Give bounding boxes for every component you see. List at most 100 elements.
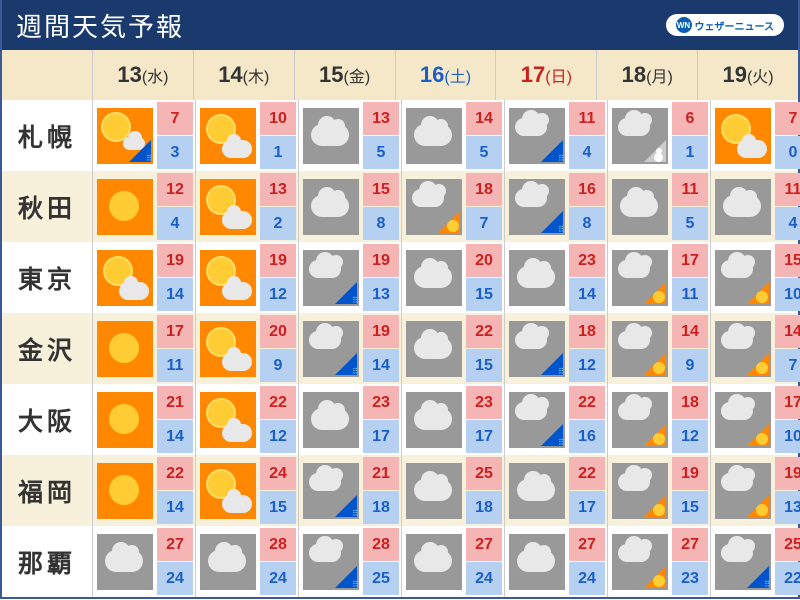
weather-icon-cloud <box>507 457 567 524</box>
city-row-0: 札幌⠿73101135145⠿1146170 <box>2 100 798 171</box>
temp-high: 18 <box>466 173 502 206</box>
temp-high: 25 <box>466 457 502 490</box>
weather-icon-cloud <box>507 528 567 595</box>
forecast-cell: 2723 <box>607 526 710 597</box>
forecast-cell: 2317 <box>401 384 504 455</box>
temp-high: 28 <box>363 528 399 561</box>
temp-high: 16 <box>569 173 605 206</box>
date-day: (月) <box>646 63 673 87</box>
weather-icon-cloud <box>713 173 773 240</box>
date-num: 16 <box>420 62 444 88</box>
temp-box: 61 <box>672 102 708 169</box>
city-name: 金沢 <box>2 313 92 384</box>
forecast-cell: 147 <box>710 313 800 384</box>
weather-icon-cloud <box>404 102 464 169</box>
temp-high: 6 <box>672 102 708 135</box>
city-name: 札幌 <box>2 100 92 171</box>
temp-box: 2317 <box>363 386 399 453</box>
temp-box: 1914 <box>157 244 193 311</box>
temp-high: 28 <box>260 528 296 561</box>
temp-box: 1914 <box>363 315 399 382</box>
weather-icon-cloud_sun <box>610 315 670 382</box>
weather-icon-cloud_rain: ⠿ <box>301 244 361 311</box>
temp-box: 2114 <box>157 386 193 453</box>
temp-high: 11 <box>775 173 800 206</box>
city-row-2: 東京19141912⠿19132015231417111510 <box>2 242 798 313</box>
weather-icon-cloud_rain: ⠿ <box>301 528 361 595</box>
temp-low: 22 <box>775 562 800 595</box>
weather-icon-cloud <box>404 386 464 453</box>
city-row-4: 大阪2114221223172317⠿221618121710 <box>2 384 798 455</box>
forecast-cell: 2518 <box>401 455 504 526</box>
temp-box: 135 <box>363 102 399 169</box>
temp-box: 114 <box>775 173 800 240</box>
date-day: (木) <box>243 63 270 87</box>
temp-high: 21 <box>157 386 193 419</box>
weather-icon-cloud_sun <box>610 244 670 311</box>
temp-low: 17 <box>466 420 502 453</box>
temp-box: 2317 <box>466 386 502 453</box>
temp-low: 25 <box>363 562 399 595</box>
temp-box: 2212 <box>260 386 296 453</box>
temp-low: 8 <box>569 207 605 240</box>
forecast-cell: ⠿1914 <box>298 313 401 384</box>
forecast-cell: 1913 <box>710 455 800 526</box>
weather-icon-cloud_rain: ⠿ <box>507 173 567 240</box>
temp-low: 14 <box>157 420 193 453</box>
date-day: (日) <box>545 63 572 87</box>
temp-low: 1 <box>260 136 296 169</box>
weather-icon-cloud <box>404 528 464 595</box>
weather-icon-cloud <box>404 244 464 311</box>
temp-low: 16 <box>569 420 605 453</box>
temp-box: 2217 <box>569 457 605 524</box>
temp-high: 19 <box>157 244 193 277</box>
weather-icon-cloud_sun <box>713 386 773 453</box>
temp-low: 4 <box>775 207 800 240</box>
temp-high: 19 <box>363 244 399 277</box>
forecast-cell: 132 <box>195 171 298 242</box>
forecast-cell: ⠿73 <box>92 100 195 171</box>
temp-box: 1913 <box>363 244 399 311</box>
city-row-3: 金沢1711209⠿19142215⠿1812149147 <box>2 313 798 384</box>
date-day: (土) <box>444 63 471 87</box>
temp-box: 2724 <box>157 528 193 595</box>
forecast-cell: 149 <box>607 313 710 384</box>
temp-high: 19 <box>672 457 708 490</box>
temp-low: 17 <box>569 491 605 524</box>
temp-box: 2015 <box>466 244 502 311</box>
temp-low: 4 <box>157 207 193 240</box>
temp-low: 15 <box>260 491 296 524</box>
temp-high: 14 <box>672 315 708 348</box>
date-num: 15 <box>319 62 343 88</box>
date-day: (火) <box>747 63 774 87</box>
temp-box: 2314 <box>569 244 605 311</box>
forecast-cell: 101 <box>195 100 298 171</box>
date-day: (金) <box>344 63 371 87</box>
weather-icon-cloud <box>301 173 361 240</box>
temp-box: 2214 <box>157 457 193 524</box>
forecast-cell: 124 <box>92 171 195 242</box>
weather-icon-cloud_rain: ⠿ <box>507 315 567 382</box>
page-title: 週間天気予報 <box>16 7 184 44</box>
weather-icon-cloud_sun <box>713 315 773 382</box>
temp-low: 15 <box>466 278 502 311</box>
forecast-cell: 114 <box>710 171 800 242</box>
weather-icon-sun_cloud_rain: ⠿ <box>95 102 155 169</box>
forecast-cell: 2724 <box>504 526 607 597</box>
temp-box: 168 <box>569 173 605 240</box>
temp-high: 25 <box>775 528 800 561</box>
temp-box: 115 <box>672 173 708 240</box>
temp-box: 114 <box>569 102 605 169</box>
date-header-4: 17(日) <box>495 50 596 100</box>
temp-low: 12 <box>260 420 296 453</box>
temp-low: 12 <box>260 278 296 311</box>
city-name: 那覇 <box>2 526 92 597</box>
forecast-cell: 1912 <box>195 242 298 313</box>
temp-low: 9 <box>672 349 708 382</box>
forecast-cell: 1510 <box>710 242 800 313</box>
temp-low: 14 <box>569 278 605 311</box>
temp-low: 24 <box>260 562 296 595</box>
temp-box: 70 <box>775 102 800 169</box>
forecast-cell: 2212 <box>195 384 298 455</box>
date-day: (水) <box>142 63 169 87</box>
